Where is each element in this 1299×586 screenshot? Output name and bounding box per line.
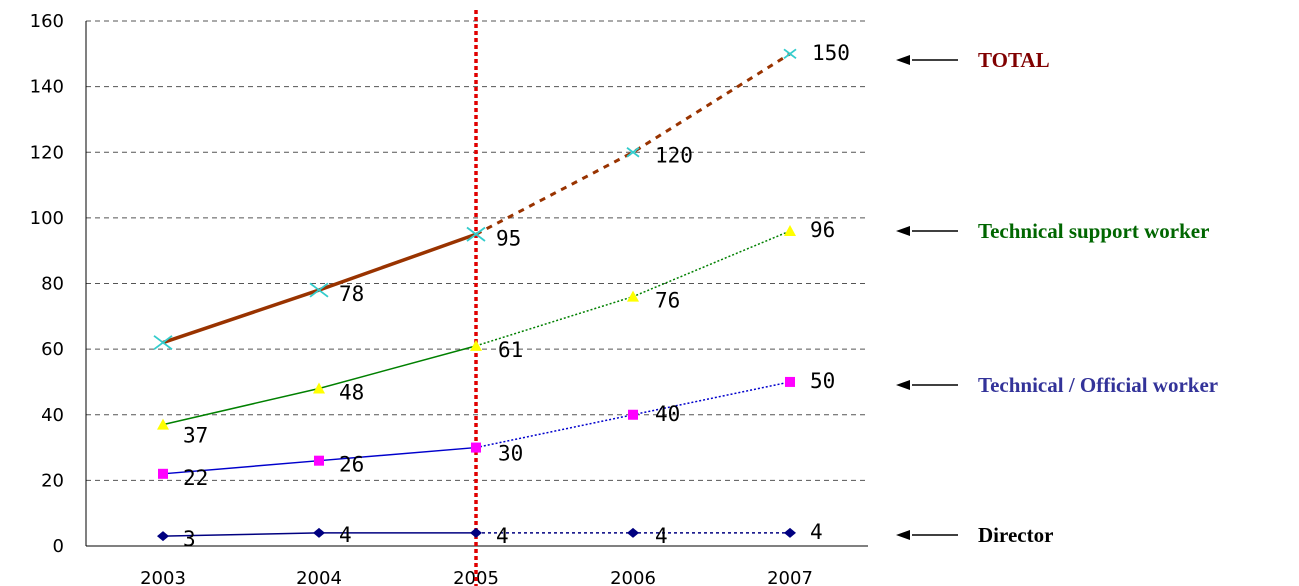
marker-total-stroke [466,226,486,242]
marker-tech-official [158,468,168,479]
series-label-total: TOTAL [978,48,1050,72]
marker-director [627,527,639,538]
series-forecast-line-total [475,52,791,236]
data-label-director: 3 [183,527,196,551]
marker-total-stroke [626,147,640,158]
x-tick-label: 2004 [296,568,342,586]
marker-tech-support [470,339,482,351]
arrow-head-tech-official [896,380,910,390]
data-label-tech-official: 30 [498,442,523,466]
data-label-tech-official: 22 [183,466,208,490]
y-tick-label: 100 [30,208,64,229]
arrow-head-total [896,55,910,65]
data-label-tech-official: 26 [339,453,364,477]
y-tick-label: 0 [53,536,64,557]
series-line-total [162,232,477,345]
marker-total [783,48,797,60]
series-lines [162,52,791,537]
series-label-tech-official: Technical / Official worker [978,373,1218,397]
marker-tech-official [628,409,638,420]
data-label-director: 4 [339,523,352,547]
x-tick-label: 2003 [140,568,186,586]
y-tick-label: 140 [30,77,64,98]
series-forecast-line-tech-support [475,230,791,347]
marker-director [157,531,169,542]
y-tick-label: 40 [41,405,64,426]
y-tick-label: 60 [41,339,64,360]
data-label-director: 4 [655,524,668,548]
x-tick-label: 2006 [610,568,656,586]
marker-total-stroke [783,48,797,60]
series-label-director: Director [978,523,1053,547]
marker-tech-support [157,418,169,430]
data-label-director: 4 [810,520,823,544]
data-label-tech-support: 37 [183,424,208,448]
y-tick-label: 120 [30,142,64,163]
marker-tech-official [785,376,795,387]
marker-director [313,527,325,538]
marker-total-stroke [309,282,329,298]
marker-director [784,527,796,538]
data-label-tech-support: 76 [655,289,680,313]
marker-total [309,282,329,298]
marker-total-stroke [153,335,173,351]
data-label-total: 78 [339,282,364,306]
data-label-tech-support: 61 [498,338,523,362]
marker-tech-official [314,455,324,466]
data-label-tech-support: 48 [339,381,364,405]
data-label-total: 150 [812,41,850,65]
arrow-head-director [896,530,910,540]
data-label-total: 95 [496,226,521,250]
y-tick-label: 160 [30,11,64,32]
y-tick-label: 80 [41,274,64,295]
series-labels: TOTAL Technical support worker Technical /… [896,48,1218,547]
marker-tech-support [313,382,325,394]
marker-tech-support [627,290,639,302]
marker-tech-support [784,225,796,236]
marker-total [153,335,173,351]
arrow-head-tech-support [896,226,910,236]
x-tick-label: 2007 [767,568,813,586]
y-axis-ticks: 0 20 40 60 80 100 120 140 160 [30,11,64,557]
y-tick-label: 20 [41,470,64,491]
series-label-tech-support: Technical support worker [978,219,1209,243]
marker-total [626,147,640,158]
data-label-tech-support: 96 [810,218,835,242]
data-markers [153,48,797,542]
data-label-tech-official: 50 [810,369,835,393]
data-label-director: 4 [496,524,509,548]
marker-total [466,226,486,242]
marker-director [470,527,482,538]
marker-tech-official [471,442,481,453]
data-label-tech-official: 40 [655,402,680,426]
data-labels: 78 95 120 150 37 48 61 76 96 22 26 30 40 50 3 4 4 4 4 [183,41,850,551]
data-label-total: 120 [655,143,693,167]
